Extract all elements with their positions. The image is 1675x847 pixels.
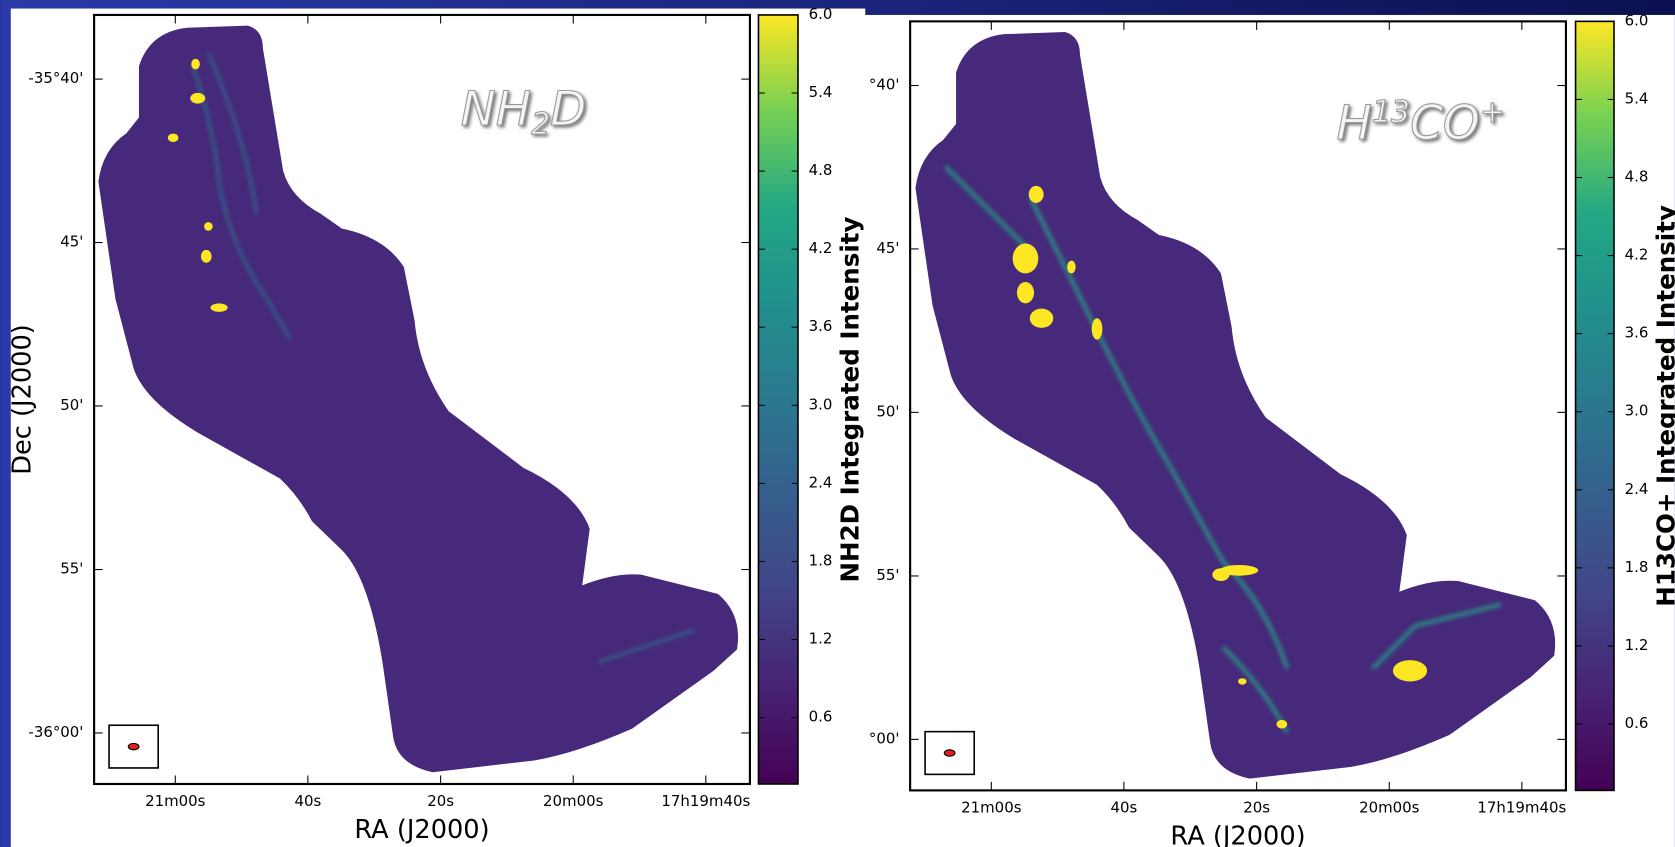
beam xyxy=(943,749,956,757)
colorbar-label: H13CO+ Integrated Intensity xyxy=(1651,205,1675,607)
annotation-part: H xyxy=(1337,96,1372,151)
molecule-annotation: H13CO+ xyxy=(1337,95,1505,151)
x-tick-label: 17h19m40s xyxy=(661,792,750,810)
y-tick-label: 50' xyxy=(876,402,899,420)
x-tick-label: 20s xyxy=(1243,799,1270,817)
y-tick-label: °00' xyxy=(869,729,900,747)
x-tick-label: 40s xyxy=(294,792,321,810)
annotation-part: + xyxy=(1480,95,1505,130)
x-tick-label: 20m00s xyxy=(543,792,604,810)
annotation-part: 2 xyxy=(531,106,550,141)
x-tick-label: 21m00s xyxy=(145,792,206,810)
y-tick-label: 55' xyxy=(876,566,899,584)
annotation-part: NH xyxy=(461,82,531,137)
annotation-part: D xyxy=(550,82,586,137)
y-tick-label: °40' xyxy=(869,76,900,94)
colorbar xyxy=(757,14,799,785)
nh2d-map xyxy=(98,25,739,773)
colorbar-tick-label: 3.6 xyxy=(809,317,833,335)
y-tick-label: 55' xyxy=(60,560,83,578)
axes-frame xyxy=(93,13,751,786)
beam-box xyxy=(924,730,976,776)
y-axis-label: Dec (J2000) xyxy=(8,324,38,475)
beam xyxy=(127,742,140,751)
colorbar-tick-label: 4.2 xyxy=(809,239,833,257)
axes-frame xyxy=(909,20,1568,792)
x-tick-label: 20m00s xyxy=(1359,799,1420,817)
colorbar-tick-label: 5.4 xyxy=(809,83,833,101)
x-tick-label: 17h19m40s xyxy=(1477,799,1566,817)
molecule-annotation: NH2D xyxy=(461,82,587,142)
colorbar-label: NH2D Integrated Intensity xyxy=(835,216,864,582)
colorbar-tick-label: 3.0 xyxy=(809,395,833,413)
h13co-map xyxy=(915,32,1556,779)
colorbar-tick-label: 1.8 xyxy=(1625,558,1649,576)
x-tick-label: 20s xyxy=(427,792,454,810)
colorbar-tick-label: 3.6 xyxy=(1625,324,1649,342)
y-tick-label: -35°40' xyxy=(28,69,83,87)
colorbar-tick-label: 4.8 xyxy=(1625,168,1649,186)
colorbar-tick-label: 4.8 xyxy=(809,161,833,179)
colorbar-tick-label: 0.6 xyxy=(809,708,833,726)
annotation-part: 13 xyxy=(1372,95,1410,130)
colorbar-tick-label: 0.6 xyxy=(1625,714,1649,732)
x-axis-label: RA (J2000) xyxy=(354,815,489,845)
y-tick-label: 45' xyxy=(876,239,899,257)
x-tick-label: 21m00s xyxy=(961,799,1022,817)
colorbar-tick-label: 2.4 xyxy=(1625,480,1649,498)
colorbar-tick-label: 1.8 xyxy=(809,551,833,569)
colorbar-tick-label: 5.4 xyxy=(1625,89,1649,107)
colorbar-tick-label: 1.2 xyxy=(1625,636,1649,654)
colorbar xyxy=(1574,20,1615,792)
y-tick-label: 45' xyxy=(60,233,83,251)
colorbar-tick-label: 6.0 xyxy=(809,5,833,23)
colorbar-tick-label: 3.0 xyxy=(1625,402,1649,420)
x-tick-label: 40s xyxy=(1111,799,1138,817)
y-tick-label: 50' xyxy=(60,396,83,414)
annotation-part: CO xyxy=(1410,96,1480,151)
colorbar-tick-label: 4.2 xyxy=(1625,246,1649,264)
y-tick-label: -36°00' xyxy=(28,723,83,741)
colorbar-tick-label: 2.4 xyxy=(809,473,833,491)
x-axis-label: RA (J2000) xyxy=(1170,821,1305,847)
beam-box xyxy=(108,724,159,769)
colorbar-tick-label: 6.0 xyxy=(1625,11,1649,29)
colorbar-tick-label: 1.2 xyxy=(809,630,833,648)
